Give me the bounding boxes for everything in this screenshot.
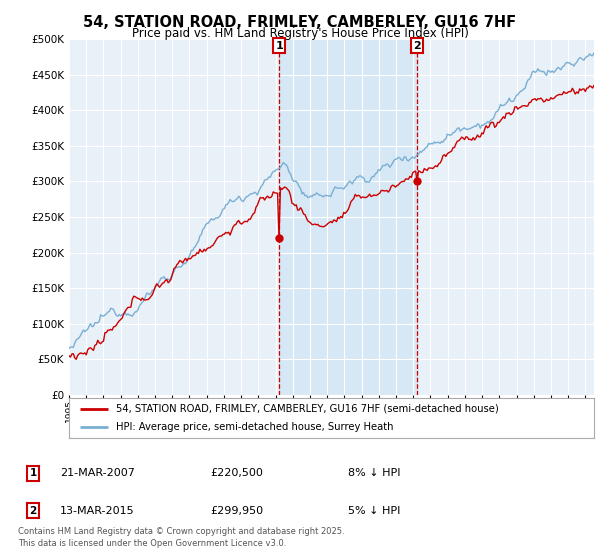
Text: 13-MAR-2015: 13-MAR-2015	[60, 506, 134, 516]
Text: 5% ↓ HPI: 5% ↓ HPI	[348, 506, 400, 516]
Text: 1: 1	[29, 468, 37, 478]
Text: 2: 2	[413, 40, 421, 50]
Text: 1: 1	[275, 40, 283, 50]
Text: £299,950: £299,950	[210, 506, 263, 516]
Text: £220,500: £220,500	[210, 468, 263, 478]
Text: Price paid vs. HM Land Registry's House Price Index (HPI): Price paid vs. HM Land Registry's House …	[131, 27, 469, 40]
Text: HPI: Average price, semi-detached house, Surrey Heath: HPI: Average price, semi-detached house,…	[116, 422, 394, 432]
Text: 54, STATION ROAD, FRIMLEY, CAMBERLEY, GU16 7HF: 54, STATION ROAD, FRIMLEY, CAMBERLEY, GU…	[83, 15, 517, 30]
Bar	[280, 39, 417, 395]
Text: Contains HM Land Registry data © Crown copyright and database right 2025.
This d: Contains HM Land Registry data © Crown c…	[18, 527, 344, 548]
Text: 2: 2	[29, 506, 37, 516]
Text: 8% ↓ HPI: 8% ↓ HPI	[348, 468, 401, 478]
Text: 21-MAR-2007: 21-MAR-2007	[60, 468, 135, 478]
Text: 54, STATION ROAD, FRIMLEY, CAMBERLEY, GU16 7HF (semi-detached house): 54, STATION ROAD, FRIMLEY, CAMBERLEY, GU…	[116, 404, 499, 414]
